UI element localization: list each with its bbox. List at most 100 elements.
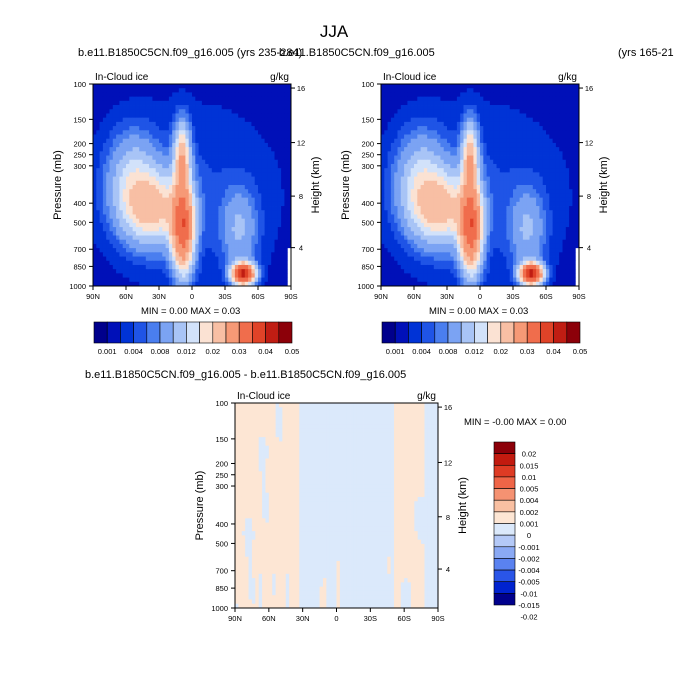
- x-tick-label: 30S: [364, 614, 377, 623]
- colorbar-box: [493, 534, 516, 548]
- y-tick-label: 400: [361, 199, 374, 208]
- y-tick-label: 500: [361, 218, 374, 227]
- colorbar-label: 0.03: [520, 347, 535, 356]
- colorbar-box: [493, 511, 516, 524]
- colorbar-label: -0.001: [518, 543, 539, 552]
- y-tick-label: 100: [215, 399, 228, 408]
- y-tick-label: 1000: [69, 282, 86, 291]
- colorbar-box: [540, 321, 554, 344]
- colorbar-label: -0.004: [518, 566, 539, 575]
- page-title: JJA: [320, 22, 349, 41]
- y-tick-label: 850: [215, 584, 228, 593]
- y-tick-label: 300: [73, 162, 86, 171]
- height-tick-label: 8: [299, 192, 303, 201]
- y-tick-label: 200: [215, 459, 228, 468]
- y-axis-label: Pressure (mb): [52, 150, 64, 220]
- height-tick-label: 16: [585, 84, 593, 93]
- panel-title: b.e11.B1850C5CN.f09_g16.005 - b.e11.B185…: [85, 369, 406, 381]
- colorbar-label: 0.04: [546, 347, 561, 356]
- colorbar-box: [421, 321, 436, 344]
- colorbar-box: [493, 441, 516, 454]
- colorbar-box: [212, 321, 227, 344]
- variable-label: In-Cloud ice: [95, 72, 149, 83]
- height-tick-label: 12: [444, 458, 452, 467]
- x-tick-label: 60S: [397, 614, 410, 623]
- x-tick-label: 90S: [284, 292, 297, 301]
- colorbar-box: [493, 581, 516, 594]
- x-tick-label: 0: [190, 292, 194, 301]
- height-tick-label: 16: [444, 403, 452, 412]
- colorbar-box: [513, 321, 528, 344]
- y-tick-label: 1000: [211, 604, 228, 613]
- panel-field-raster: [93, 84, 292, 287]
- colorbar-label: 0.004: [520, 496, 539, 505]
- height-axis-label: Height (km): [310, 157, 322, 214]
- colorbar-label: 0.02: [205, 347, 220, 356]
- x-tick-label: 60S: [539, 292, 552, 301]
- colorbar-box: [238, 321, 253, 344]
- colorbar-box: [434, 321, 449, 344]
- y-tick-label: 700: [215, 567, 228, 576]
- x-tick-label: 30N: [440, 292, 454, 301]
- colorbar-box: [493, 476, 516, 489]
- y-tick-label: 250: [215, 471, 228, 480]
- colorbar-label: 0.005: [520, 485, 539, 494]
- min-max-text: MIN = -0.00 MAX = 0.00: [464, 417, 566, 428]
- x-tick-label: 60N: [407, 292, 421, 301]
- y-tick-label: 100: [73, 80, 86, 89]
- height-tick-label: 12: [297, 139, 305, 148]
- colorbar-box: [553, 321, 568, 344]
- height-tick-label: 8: [446, 513, 450, 522]
- colorbar-label: 0.01: [522, 473, 537, 482]
- colorbar-box: [493, 558, 516, 571]
- colorbar-box: [133, 321, 148, 344]
- colorbar-label: 0.004: [124, 347, 143, 356]
- y-tick-label: 850: [73, 262, 86, 271]
- height-axis-label: Height (km): [457, 477, 469, 534]
- colorbar-box: [408, 321, 422, 344]
- x-tick-label: 60N: [262, 614, 276, 623]
- colorbar-label: -0.002: [518, 554, 539, 563]
- colorbar-label: 0.012: [465, 347, 484, 356]
- y-tick-label: 100: [361, 80, 374, 89]
- colorbar-label: 0.05: [573, 347, 588, 356]
- panel-2: b.e11.B1850C5CN.f09_g16.005 (yrs 165-21 In…: [279, 47, 674, 356]
- units-label: g/kg: [417, 391, 436, 402]
- colorbar-label: -0.005: [518, 578, 539, 587]
- height-tick-label: 16: [297, 84, 305, 93]
- x-tick-label: 90S: [572, 292, 585, 301]
- y-axis-label: Pressure (mb): [340, 150, 352, 220]
- panel-title: b.e11.B1850C5CN.f09_g16.005: [279, 47, 435, 59]
- x-tick-label: 90S: [431, 614, 444, 623]
- colorbar-box: [487, 321, 502, 344]
- colorbar-label: 0.001: [520, 520, 539, 529]
- height-tick-label: 4: [446, 565, 450, 574]
- panel-title-right: (yrs 165-21: [618, 47, 674, 59]
- y-tick-label: 200: [361, 140, 374, 149]
- colorbar-box: [493, 453, 516, 466]
- colorbar-label: -0.015: [518, 601, 539, 610]
- colorbar-box: [278, 321, 293, 344]
- y-tick-label: 250: [361, 151, 374, 160]
- colorbar-label: 0.001: [98, 347, 117, 356]
- colorbar-box: [500, 321, 515, 344]
- height-tick-label: 12: [585, 139, 593, 148]
- x-tick-label: 90N: [228, 614, 242, 623]
- min-max-text: MIN = 0.00 MAX = 0.03: [141, 306, 240, 317]
- x-tick-label: 30S: [218, 292, 231, 301]
- colorbar-label: -0.02: [520, 613, 537, 622]
- y-tick-label: 250: [73, 151, 86, 160]
- colorbar-box: [493, 593, 516, 606]
- colorbar-label: 0.02: [493, 347, 508, 356]
- colorbar-box: [106, 321, 121, 344]
- colorbar-box: [493, 523, 516, 536]
- colorbar-box: [381, 321, 396, 344]
- colorbar-box: [493, 569, 516, 583]
- colorbar-box: [199, 321, 214, 344]
- colorbar-label: 0.04: [258, 347, 273, 356]
- x-tick-label: 90N: [374, 292, 388, 301]
- colorbar-box: [566, 321, 581, 344]
- colorbar-box: [447, 321, 462, 344]
- colorbar-label: -0.01: [520, 589, 537, 598]
- y-axis-label: Pressure (mb): [194, 471, 206, 541]
